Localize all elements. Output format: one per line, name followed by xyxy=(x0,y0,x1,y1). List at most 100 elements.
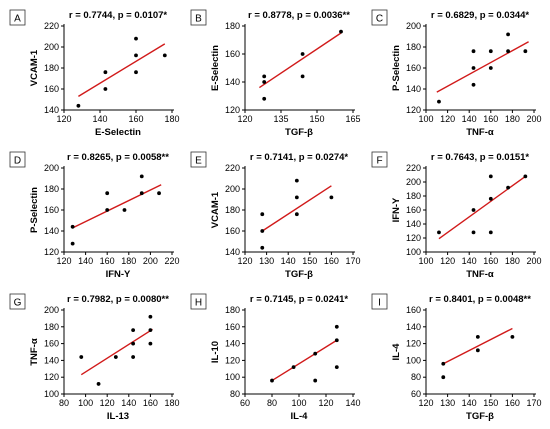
x-tick-label: 140 xyxy=(92,114,107,124)
regression-line xyxy=(442,327,513,365)
y-tick-label: 140 xyxy=(44,355,59,365)
panel-label: B xyxy=(195,14,202,25)
x-tick-label: 150 xyxy=(302,256,317,266)
x-tick-label: 120 xyxy=(100,398,115,408)
x-tick-label: 130 xyxy=(259,256,274,266)
data-point xyxy=(475,334,480,339)
data-point xyxy=(488,196,493,201)
y-tick-label: 160 xyxy=(44,339,59,349)
x-tick-label: 200 xyxy=(526,114,541,124)
y-tick-label: 120 xyxy=(406,105,421,115)
x-tick-label: 160 xyxy=(128,114,143,124)
x-tick-label: 120 xyxy=(440,114,455,124)
panel-label-box xyxy=(371,293,388,310)
data-point xyxy=(506,185,510,190)
x-tick-label: 140 xyxy=(345,398,360,408)
x-tick-label: 130 xyxy=(440,398,455,408)
regression-line xyxy=(78,43,166,97)
data-point xyxy=(471,82,476,87)
data-point xyxy=(76,103,81,108)
data-point xyxy=(113,355,118,359)
panel-label-box xyxy=(9,293,26,310)
y-axis-label: TNF-α xyxy=(29,338,40,366)
x-tick-label: 170 xyxy=(345,256,360,266)
data-point xyxy=(334,338,339,343)
data-point xyxy=(471,230,476,235)
data-point xyxy=(262,80,267,84)
data-point xyxy=(122,208,127,212)
data-point xyxy=(523,174,528,179)
y-tick-label: 160 xyxy=(225,49,240,59)
panel-label: F xyxy=(376,156,382,167)
x-tick-label: 180 xyxy=(164,398,179,408)
data-point xyxy=(148,328,153,333)
chart-title: r = 0.7744, p = 0.0107* xyxy=(69,10,168,21)
data-point xyxy=(260,245,265,250)
x-tick-label: 160 xyxy=(100,256,115,266)
x-tick-label: 180 xyxy=(121,256,136,266)
x-tick-label: 100 xyxy=(418,256,433,266)
y-tick-label: 140 xyxy=(225,339,240,349)
y-tick-label: 160 xyxy=(225,322,240,332)
x-tick-label: 180 xyxy=(164,114,179,124)
y-tick-label: 100 xyxy=(44,389,59,399)
panel-label-box xyxy=(371,151,388,168)
x-tick-label: 120 xyxy=(418,398,433,408)
panel-label: A xyxy=(14,14,21,25)
x-tick-label: 160 xyxy=(143,398,158,408)
x-tick-label: 100 xyxy=(78,398,93,408)
y-tick-label: 180 xyxy=(406,42,421,52)
x-tick-label: 120 xyxy=(56,114,71,124)
data-point xyxy=(313,378,318,383)
chart-title: r = 0.8778, p = 0.0036** xyxy=(248,10,350,21)
regression-line xyxy=(72,184,162,229)
panel-label-box xyxy=(9,151,26,168)
data-point xyxy=(294,195,299,200)
y-tick-label: 180 xyxy=(44,63,59,73)
y-tick-label: 200 xyxy=(406,21,421,31)
y-tick-label: 140 xyxy=(406,84,421,94)
y-tick-label: 140 xyxy=(406,219,421,229)
data-point xyxy=(105,191,110,196)
y-tick-label: 180 xyxy=(44,322,59,332)
chart-title: r = 0.7643, p = 0.0151* xyxy=(431,152,530,163)
panel-label-box xyxy=(190,9,207,26)
panel-label: G xyxy=(14,298,22,309)
data-point xyxy=(291,365,296,370)
data-point xyxy=(488,49,493,54)
data-point xyxy=(148,341,153,346)
data-point xyxy=(506,32,510,37)
data-point xyxy=(260,212,265,217)
x-tick-label: 140 xyxy=(281,256,296,266)
y-tick-label: 120 xyxy=(225,105,240,115)
x-tick-label: 160 xyxy=(483,256,498,266)
data-point xyxy=(441,375,446,380)
y-tick-label: 120 xyxy=(44,247,59,257)
chart-title: r = 0.7141, p = 0.0274* xyxy=(250,152,349,163)
chart-title: r = 0.8265, p = 0.0058** xyxy=(67,152,169,163)
data-point xyxy=(79,355,84,359)
y-tick-label: 160 xyxy=(406,305,421,315)
chart-title: r = 0.8401, p = 0.0048** xyxy=(429,294,531,305)
y-tick-label: 200 xyxy=(225,184,240,194)
y-tick-label: 180 xyxy=(44,184,59,194)
regression-line xyxy=(261,185,332,232)
x-tick-label: 60 xyxy=(240,398,250,408)
x-tick-label: 100 xyxy=(418,114,433,124)
panel-label-box xyxy=(190,151,207,168)
data-point xyxy=(260,229,265,233)
y-tick-label: 140 xyxy=(225,247,240,257)
y-tick-label: 220 xyxy=(44,21,59,31)
y-tick-label: 200 xyxy=(406,177,421,187)
data-point xyxy=(157,191,161,196)
regression-line xyxy=(80,328,153,376)
x-tick-label: 220 xyxy=(164,256,179,266)
data-point xyxy=(506,49,510,54)
